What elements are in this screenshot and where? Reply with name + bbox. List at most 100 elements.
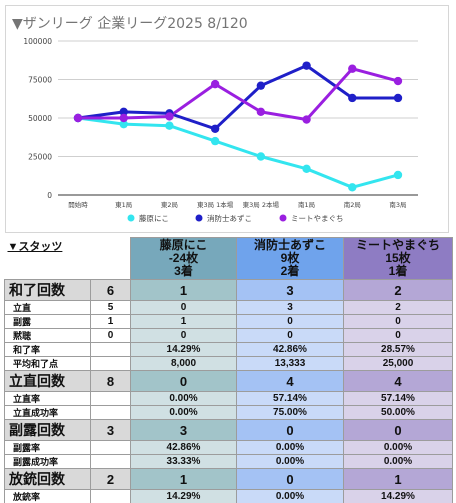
- stat-row: 和了率 14.29% 42.86% 28.57%: [4, 342, 453, 357]
- stats-table: ▼スタッツ 藤原にこ -24枚 3着 消防士あずこ 9枚 2着 ミートやまぐち 15枚 1着 和了回…: [4, 237, 453, 503]
- section-row: 和了回数 6 1 3 2: [4, 279, 453, 301]
- section-value: 3: [130, 419, 237, 441]
- stat-count: [90, 454, 131, 469]
- stat-value: 28.57%: [343, 342, 453, 357]
- stats-header-label: ▼スタッツ: [4, 237, 131, 280]
- section-value: 3: [236, 279, 344, 301]
- stat-value: 14.29%: [130, 489, 237, 503]
- series-line: [78, 67, 399, 122]
- stat-value: 0: [343, 328, 453, 343]
- player-header: 藤原にこ -24枚 3着: [130, 237, 237, 280]
- section-row: 副露回数 3 3 0 0: [4, 419, 453, 441]
- section-label: 放銃回数: [4, 468, 91, 490]
- legend-marker: [127, 214, 135, 222]
- stat-count: 1: [90, 314, 131, 329]
- stat-label: 副露: [4, 314, 91, 329]
- legend-marker: [195, 214, 203, 222]
- player-header: 消防士あずこ 9枚 2着: [236, 237, 344, 280]
- stat-value: 14.29%: [130, 342, 237, 357]
- line-chart: 0 25000 50000 75000 100000 開始時 東1局 東2局 東3局 1本場 東3…: [23, 37, 418, 223]
- player-name: ミートやまぐち: [355, 238, 440, 252]
- stat-value: 0.00%: [130, 391, 237, 406]
- y-tick-label: 50000: [28, 114, 52, 123]
- stat-label: 立直成功率: [4, 405, 91, 420]
- stat-count: [90, 405, 131, 420]
- x-tick-label: 南1局: [298, 200, 315, 209]
- stat-label: 放銃率: [4, 489, 91, 503]
- player-place: 3着: [174, 264, 193, 278]
- legend-label: ミートやまぐち: [291, 214, 344, 223]
- stat-value: 0: [236, 328, 344, 343]
- stat-count: [90, 391, 131, 406]
- stats-header-row: ▼スタッツ 藤原にこ -24枚 3着 消防士あずこ 9枚 2着 ミートやまぐち 15枚 1着: [4, 237, 453, 280]
- data-point: [119, 113, 128, 123]
- stat-value: 50.00%: [343, 405, 453, 420]
- stat-row: 副露 1 1 0 0: [4, 314, 453, 329]
- player-place: 1着: [388, 264, 408, 278]
- data-point: [302, 164, 311, 174]
- stat-label: 黙聴: [4, 328, 91, 343]
- section-label: 副露回数: [4, 419, 91, 441]
- stat-value: 33.33%: [130, 454, 237, 469]
- section-value: 1: [343, 468, 453, 490]
- section-value: 4: [236, 370, 344, 392]
- x-tick-label: 東1局: [115, 200, 132, 209]
- stat-value: 0.00%: [236, 454, 344, 469]
- stat-row: 放銃率 14.29% 0.00% 14.29%: [4, 489, 453, 503]
- legend-label: 消防士あずこ: [207, 213, 252, 223]
- y-tick-label: 100000: [23, 37, 52, 46]
- data-point: [165, 112, 174, 121]
- stat-row: 副露成功率 33.33% 0.00% 0.00%: [4, 454, 453, 469]
- stat-value: 25,000: [343, 356, 453, 371]
- stat-count: [90, 489, 131, 503]
- stat-count: [90, 342, 131, 357]
- section-value: 0: [236, 468, 344, 490]
- stat-value: 13,333: [236, 356, 344, 371]
- stat-row: 立直 5 0 3 2: [4, 300, 453, 315]
- stat-row: 平均和了点 8,000 13,333 25,000: [4, 356, 453, 371]
- section-value: 2: [343, 279, 453, 301]
- data-point: [348, 93, 357, 103]
- data-point: [73, 113, 83, 123]
- stat-value: 8,000: [130, 356, 237, 371]
- stat-value: 0: [236, 314, 344, 329]
- data-point: [210, 79, 220, 89]
- data-point: [256, 107, 266, 117]
- legend-marker: [279, 214, 287, 222]
- section-label: 和了回数: [4, 279, 91, 301]
- stat-value: 3: [236, 300, 344, 315]
- data-point: [348, 183, 357, 192]
- player-header: ミートやまぐち 15枚 1着: [343, 237, 453, 280]
- stat-value: 57.14%: [236, 391, 344, 406]
- section-row: 放銃回数 2 1 0 1: [4, 468, 453, 490]
- stat-count: 5: [90, 300, 131, 315]
- section-label: 立直回数: [4, 370, 91, 392]
- stat-count: [90, 356, 131, 371]
- x-tick-label: 南3局: [389, 200, 406, 209]
- section-value: 0: [130, 370, 237, 392]
- stat-value: 42.86%: [130, 440, 237, 455]
- stat-value: 0: [130, 328, 237, 343]
- stat-value: 0.00%: [130, 405, 237, 420]
- stat-row: 黙聴 0 0 0 0: [4, 328, 453, 343]
- stat-row: 立直成功率 0.00% 75.00% 50.00%: [4, 405, 453, 420]
- stat-value: 0: [130, 300, 237, 315]
- stat-count: 0: [90, 328, 131, 343]
- data-point: [210, 136, 220, 146]
- section-total: 3: [90, 419, 131, 441]
- data-point: [393, 93, 403, 103]
- player-score: -24枚: [168, 251, 199, 265]
- stat-label: 立直: [4, 300, 91, 315]
- data-point: [348, 64, 357, 73]
- stat-value: 1: [130, 314, 237, 329]
- chart-card: ▼ザンリーグ 企業リーグ2025 8/120 0 25000 50000 75000 1…: [5, 5, 449, 233]
- player-score: 9枚: [280, 251, 300, 265]
- data-point: [393, 170, 403, 180]
- legend-label: 藤原にこ: [139, 213, 169, 223]
- data-point: [393, 76, 403, 86]
- stat-label: 和了率: [4, 342, 91, 357]
- stat-label: 副露率: [4, 440, 91, 455]
- stat-row: 立直率 0.00% 57.14% 57.14%: [4, 391, 453, 406]
- x-tick-label: 南2局: [344, 200, 361, 209]
- stat-label: 平均和了点: [4, 356, 91, 371]
